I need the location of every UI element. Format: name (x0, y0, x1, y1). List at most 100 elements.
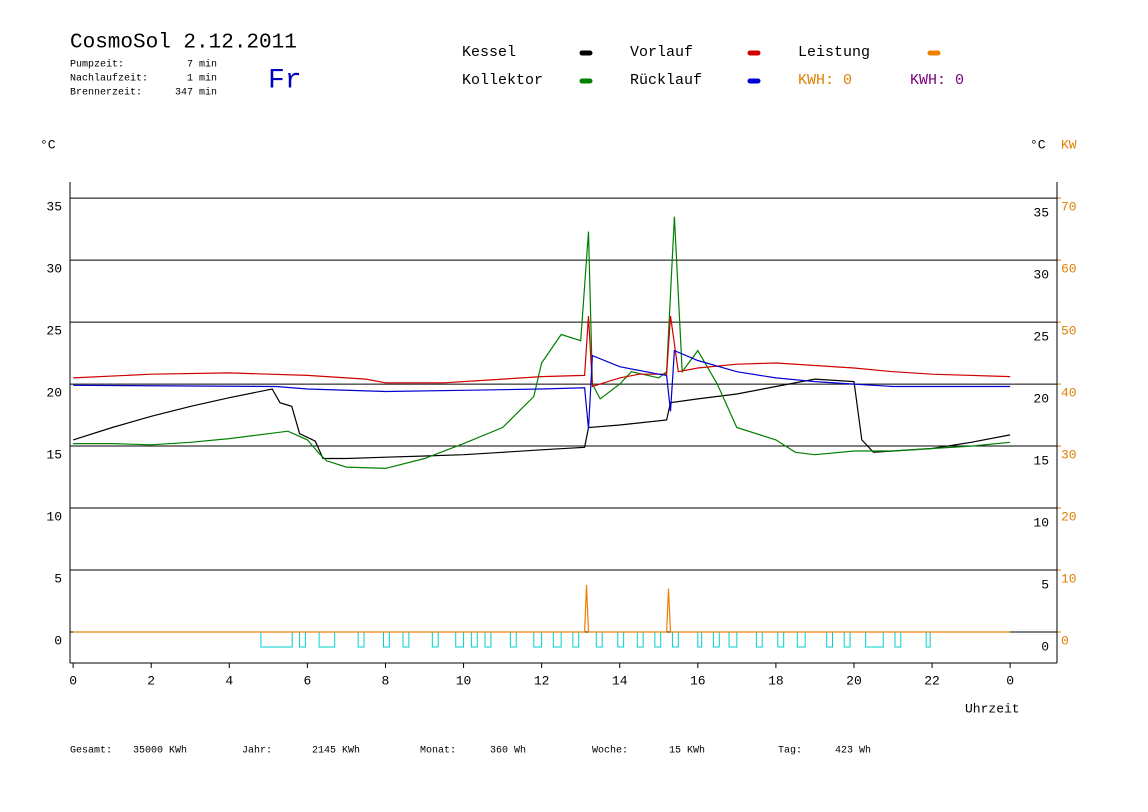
pump-block (712, 631, 720, 648)
chart-title: CosmoSol 2.12.2011 (70, 32, 297, 55)
x-tick-label: 16 (690, 673, 706, 688)
y2-tick-label: 0 (1061, 633, 1069, 648)
stat-label: Nachlaufzeit: (70, 73, 148, 85)
y2-tick-label: 30 (1061, 447, 1077, 462)
pump-block (595, 631, 603, 648)
y-tick-label: 35 (46, 200, 62, 215)
pump-block (671, 631, 679, 648)
series-line (73, 216, 1011, 470)
x-tick-label: 14 (612, 673, 628, 688)
y-right-tick-label: 25 (1033, 330, 1049, 345)
footer-label: Jahr: (242, 745, 272, 757)
y-tick-label: 5 (54, 571, 62, 586)
footer-value: 2145 KWh (312, 745, 360, 757)
footer-value: 423 Wh (835, 745, 871, 757)
pump-block (636, 631, 644, 648)
y2-tick-label: 40 (1061, 386, 1077, 401)
pump-block (470, 631, 478, 648)
pump-block (383, 631, 390, 648)
pump-block (826, 631, 834, 648)
stat-value: 7 min (187, 59, 217, 71)
stat-value: 347 min (175, 87, 217, 99)
y-tick-label: 25 (46, 324, 62, 339)
y-right-tick-label: 20 (1033, 392, 1049, 407)
x-tick-label: 10 (456, 673, 472, 688)
pump-block (455, 631, 465, 648)
y-axis-label: °C (40, 137, 56, 152)
pump-block (755, 631, 763, 648)
legend-label: Kollektor (462, 72, 543, 89)
pump-block (843, 631, 851, 648)
pump-block (431, 631, 439, 648)
y2-tick-label: 70 (1061, 200, 1077, 215)
pump-block (509, 631, 517, 648)
pump-block (357, 631, 365, 648)
legend-label: Vorlauf (630, 44, 693, 61)
pump-block (728, 631, 738, 648)
y-right-tick-label: 0 (1041, 639, 1049, 654)
y-tick-label: 0 (54, 633, 62, 648)
footer-value: 35000 KWh (133, 745, 187, 757)
y-tick-label: 15 (46, 447, 62, 462)
y-right-tick-label: 15 (1033, 453, 1049, 468)
legend-label: Rücklauf (630, 72, 702, 89)
x-tick-label: 6 (303, 673, 311, 688)
x-tick-label: 20 (846, 673, 862, 688)
x-tick-label: 2 (147, 673, 155, 688)
pump-block (484, 631, 492, 648)
pump-block (318, 631, 336, 648)
stat-value: 1 min (187, 73, 217, 85)
x-tick-label: 0 (1006, 673, 1014, 688)
pump-block (552, 631, 562, 648)
pump-block (617, 631, 625, 648)
pump-block (865, 631, 884, 648)
footer-value: 15 KWh (669, 745, 705, 757)
day: Fr (268, 65, 302, 96)
series-line (73, 584, 1011, 633)
legend-label: Leistung (798, 44, 870, 61)
pump-block (777, 631, 785, 648)
y2-tick-label: 10 (1061, 571, 1077, 586)
pump-block (925, 631, 931, 648)
y-tick-label: 30 (46, 262, 62, 277)
x-tick-label: 0 (69, 673, 77, 688)
stat-label: Pumpzeit: (70, 59, 124, 71)
series-line (73, 349, 1011, 429)
x-tick-label: 8 (382, 673, 390, 688)
legend-label: Kessel (462, 44, 516, 61)
y-tick-label: 10 (46, 509, 62, 524)
y-right-tick-label: 10 (1033, 515, 1049, 530)
pump-block (697, 631, 703, 648)
y2-tick-label: 20 (1061, 509, 1077, 524)
pump-block (654, 631, 662, 648)
pump-block (572, 631, 580, 648)
footer-label: Gesamt: (70, 746, 112, 757)
footer-label: Tag: (778, 746, 802, 757)
footer-label: Monat: (420, 746, 456, 757)
y2-axis-unit: °C (1030, 137, 1046, 152)
pump-block (894, 631, 902, 648)
x-tick-label: 4 (225, 673, 233, 688)
y2-tick-label: 60 (1061, 262, 1077, 277)
stat-label: Brennerzeit: (70, 87, 142, 99)
footer-value: 360 Wh (490, 745, 526, 757)
pump-block (533, 631, 543, 648)
x-tick-label: 22 (924, 673, 940, 688)
pump-block (402, 631, 410, 648)
series-line (73, 315, 1011, 388)
y2-tick-label: 50 (1061, 324, 1077, 339)
x-axis-label: Uhrzeit (965, 701, 1020, 716)
y2-axis-label: KW (1061, 137, 1077, 152)
series-line (72, 378, 1011, 460)
pump-block (260, 631, 293, 648)
y-right-tick-label: 35 (1033, 206, 1049, 221)
kwh-label: KWH: 0 (910, 72, 964, 89)
footer-label: Woche: (592, 745, 628, 757)
pump-block (299, 631, 306, 648)
y-tick-label: 20 (46, 386, 62, 401)
kwh-label: KWH: 0 (798, 72, 852, 89)
y-right-tick-label: 30 (1033, 268, 1049, 283)
x-tick-label: 12 (534, 673, 550, 688)
y-right-tick-label: 5 (1041, 577, 1049, 592)
